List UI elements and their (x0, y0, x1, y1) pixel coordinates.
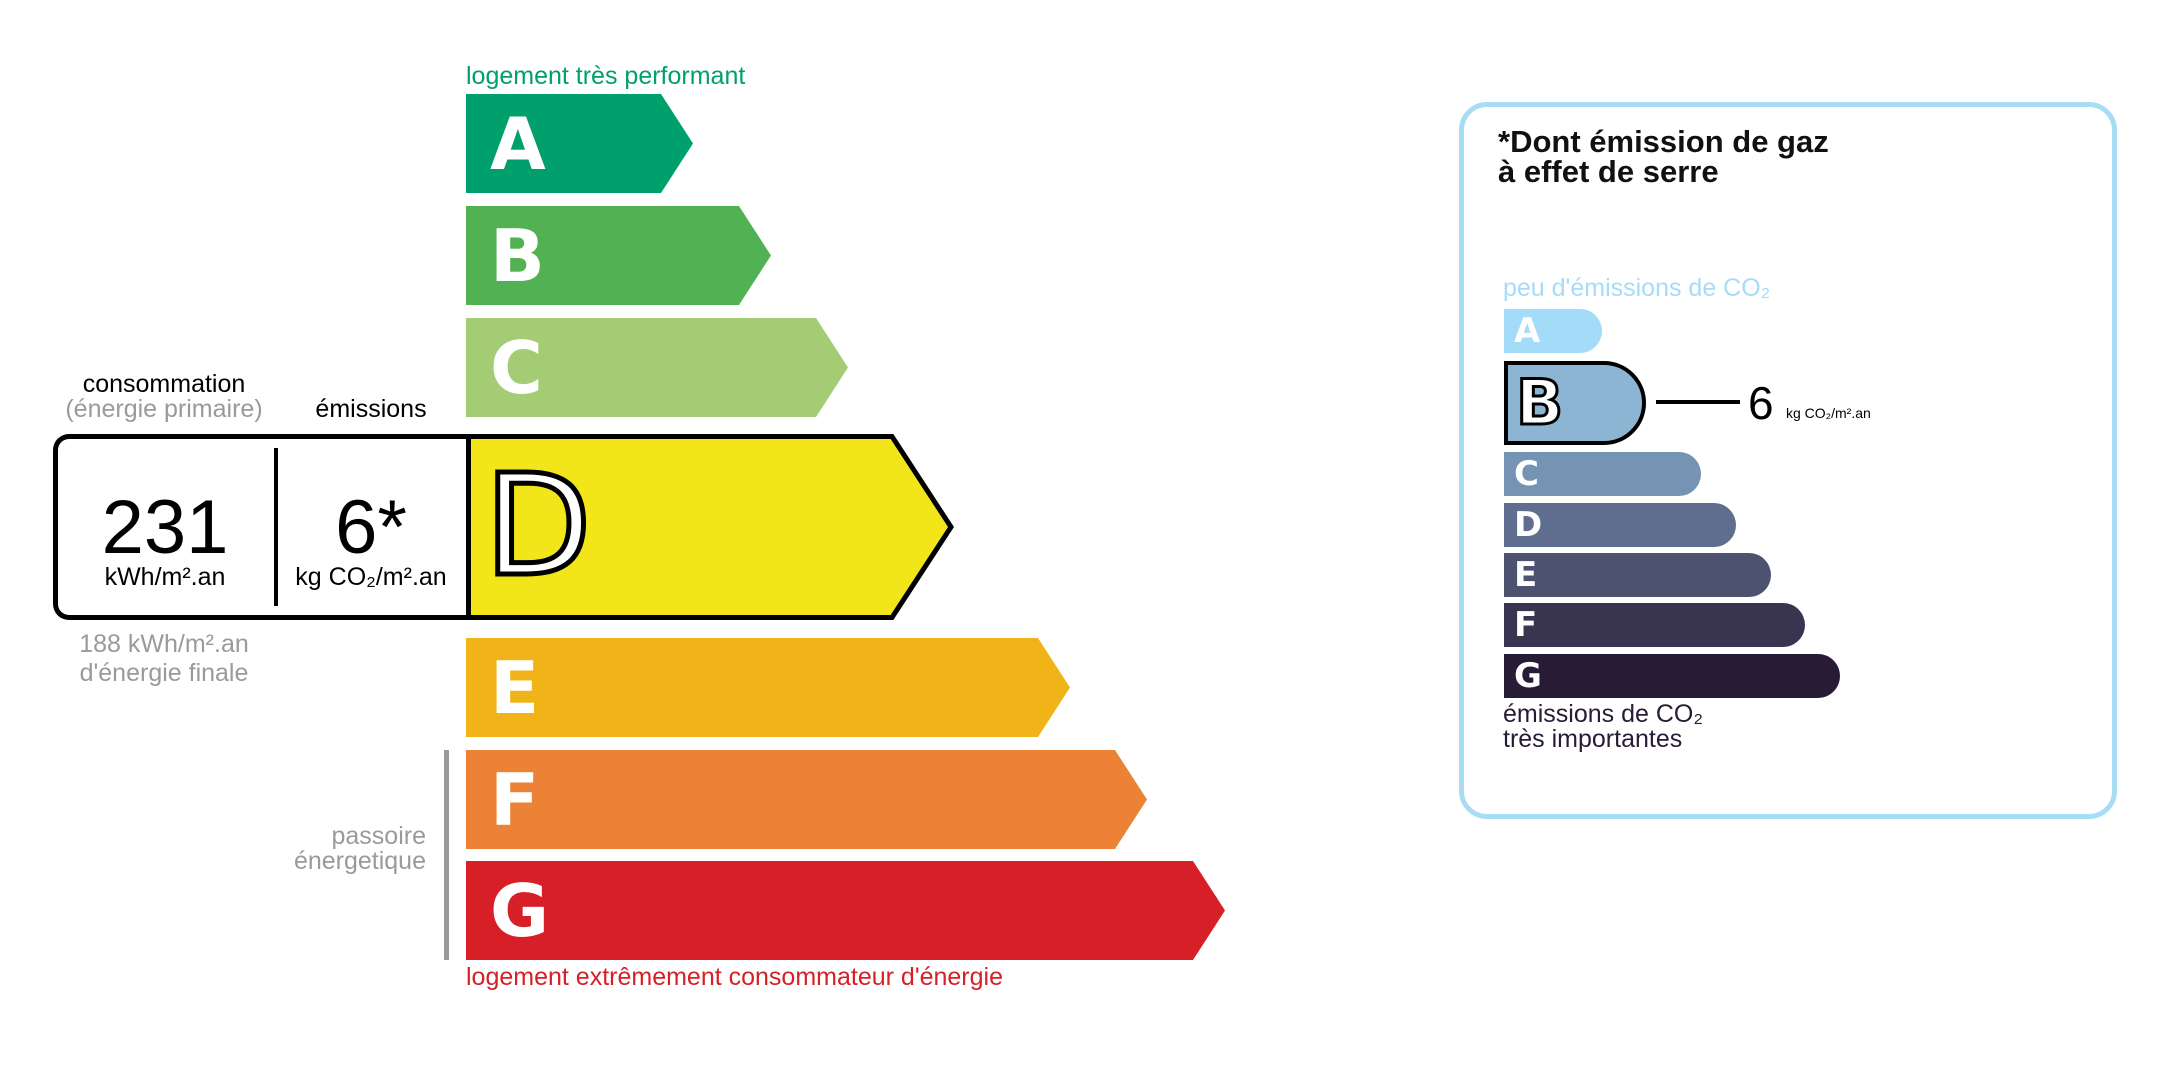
ges-class-d: D (1504, 503, 1736, 547)
energy-class-letter: G (490, 868, 550, 953)
ges-class-letter: D (1514, 505, 1543, 545)
energy-arrow (466, 434, 954, 620)
ges-class-letter: C (1514, 454, 1539, 494)
energy-class-e: E (466, 638, 1070, 737)
ges-unit: kg CO₂/m².an (1786, 405, 1871, 421)
ges-class-b: B (1504, 361, 1646, 445)
consumption-sublabel: (énergie primaire) (65, 395, 263, 423)
ges-class-a: A (1504, 309, 1602, 353)
bottom-label: logement extrêmement consommateur d'éner… (466, 963, 1003, 991)
ges-class-letter: G (1514, 656, 1542, 696)
ges-value-line (1656, 400, 1740, 404)
ges-class-letter: F (1514, 605, 1538, 645)
ges-class-c: C (1504, 452, 1701, 496)
energy-arrow (466, 750, 1147, 849)
ges-top-label: peu d'émissions de CO₂ (1503, 274, 1771, 302)
ges-class-letter: B (1514, 366, 1564, 439)
energy-class-letter: F (490, 757, 540, 842)
emissions-value: 6* (335, 485, 407, 570)
energy-class-f: F (466, 750, 1147, 849)
ges-class-f: F (1504, 603, 1805, 647)
energy-arrow (466, 638, 1070, 737)
final-energy-label: d'énergie finale (79, 659, 249, 687)
consumption-label: consommation (82, 370, 246, 398)
emissions-unit: kg CO₂/m².an (295, 563, 447, 591)
ges-class-g: G (1504, 654, 1840, 698)
energy-class-a: A (466, 94, 693, 193)
passoire-bracket (444, 750, 449, 960)
energy-class-letter: A (490, 101, 546, 186)
ges-title-1: *Dont émission de gaz (1498, 124, 1829, 159)
energy-class-b: B (466, 206, 771, 305)
emissions-label: émissions (315, 395, 427, 423)
consumption-value: 231 (101, 485, 229, 570)
ges-class-e: E (1504, 553, 1771, 597)
values-box (53, 434, 473, 620)
energy-class-d: D (466, 434, 956, 620)
ges-title-2: à effet de serre (1498, 154, 1719, 189)
final-energy-value: 188 kWh/m².an (79, 630, 249, 658)
passoire-label-1: passoire (331, 822, 427, 850)
energy-class-letter: C (490, 325, 543, 410)
energy-arrow (466, 318, 848, 417)
values-divider (274, 448, 278, 606)
energy-class-g: G (466, 861, 1225, 960)
energy-arrow (466, 94, 693, 193)
energy-class-letter: E (490, 645, 540, 730)
energy-arrow (466, 861, 1225, 960)
energy-class-letter: D (482, 445, 595, 608)
ges-class-letter: E (1514, 555, 1538, 595)
ges-bottom-label-1: émissions de CO₂ (1503, 700, 1704, 728)
ges-class-letter: A (1514, 311, 1541, 351)
energy-class-c: C (466, 318, 848, 417)
top-label: logement très performant (466, 62, 746, 90)
consumption-unit: kWh/m².an (104, 563, 226, 591)
ges-bottom-label-2: très importantes (1503, 725, 1683, 753)
ges-panel (1459, 102, 2117, 819)
passoire-label-2: énergetique (293, 847, 426, 875)
ges-value: 6 (1748, 377, 1774, 429)
energy-class-letter: B (490, 213, 545, 298)
energy-arrow (466, 206, 771, 305)
